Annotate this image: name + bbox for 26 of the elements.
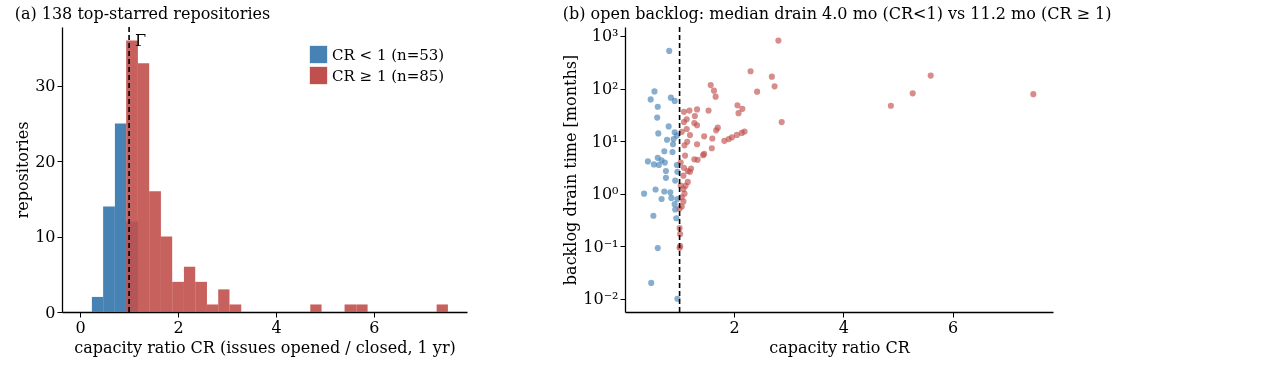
y-tick-label: 20: [35, 151, 56, 171]
y-tick-label: 10⁻¹: [583, 236, 619, 256]
x-tick-label: 2: [729, 317, 740, 337]
y-axis-title: backlog drain time [months]: [561, 54, 581, 286]
legend-label: CR ≥ 1 (n=85): [332, 66, 445, 85]
x-tick-label: 6: [947, 317, 959, 337]
x-tick-label: 4: [838, 317, 849, 337]
y-tick-label: 10³: [591, 26, 619, 46]
y-tick-label: 10⁰: [591, 184, 619, 204]
y-tick-label: 0: [45, 302, 56, 322]
chart-title: (b) open backlog: median drain 4.0 mo (CR<1) vs 11.2 mo (CR ≥ 1): [562, 4, 1112, 24]
y-axis-title: repositories: [13, 121, 33, 219]
x-tick-label: 6: [369, 317, 380, 337]
y-tick-label: 10²: [591, 79, 619, 99]
annotation: Γ: [134, 30, 147, 50]
x-axis-title: capacity ratio CR (issues opened / closed, 1 yr): [74, 337, 456, 357]
x-tick-label: 2: [173, 317, 184, 337]
y-tick-label: 30: [35, 76, 56, 96]
y-tick-label: 10: [35, 227, 56, 247]
x-tick-label: 0: [75, 317, 86, 337]
y-tick-label: 10¹: [591, 131, 619, 151]
chart-title: (a) 138 top-starred repositories: [14, 4, 271, 24]
legend-label: CR < 1 (n=53): [332, 45, 445, 64]
x-tick-label: 4: [271, 317, 282, 337]
x-axis-title: capacity ratio CR: [769, 337, 911, 357]
y-tick-label: 10⁻²: [583, 289, 619, 309]
